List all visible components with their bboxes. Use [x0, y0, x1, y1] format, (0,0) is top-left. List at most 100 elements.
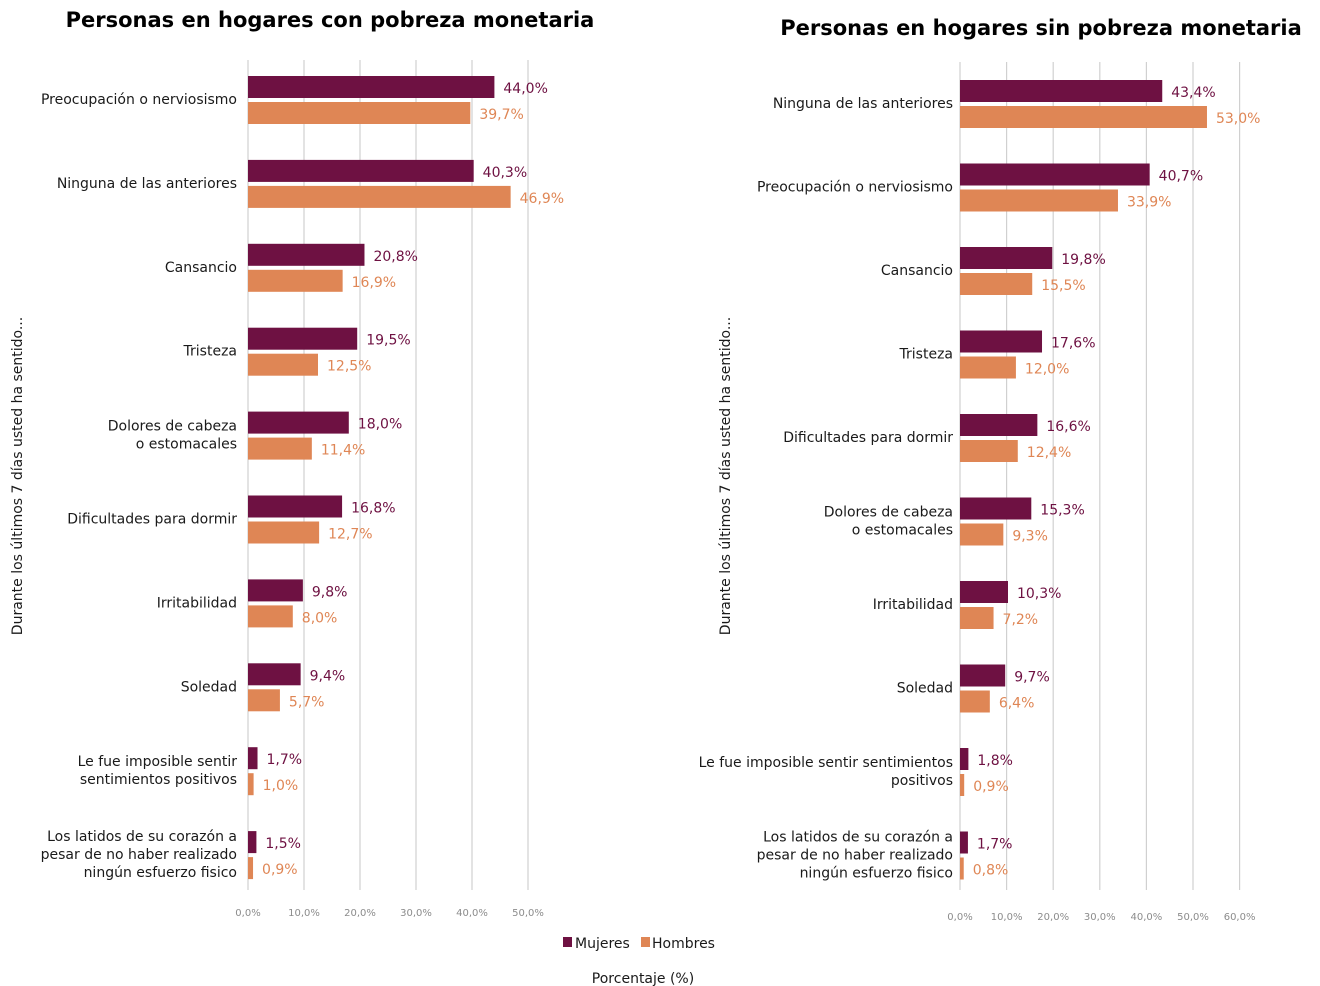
- data-label-mujeres: 17,6%: [1051, 336, 1095, 352]
- bar-mujeres: [960, 497, 1032, 520]
- bar-mujeres: [960, 80, 1163, 102]
- bar-mujeres: [960, 831, 968, 854]
- y-axis-label: Durante los últimos 7 días usted ha sent…: [718, 317, 734, 635]
- x-tick-label: 0,0%: [947, 912, 972, 923]
- data-label-mujeres: 18,0%: [358, 417, 402, 433]
- category-label: o estomacales: [136, 437, 237, 453]
- bar-mujeres: [248, 579, 303, 602]
- data-label-hombres: 12,5%: [327, 359, 371, 375]
- data-label-mujeres: 1,8%: [977, 753, 1013, 769]
- category-label: Irritabilidad: [873, 597, 953, 613]
- category-label: Dolores de cabeza: [108, 419, 237, 435]
- category-label: Preocupación o nerviosismo: [41, 92, 237, 108]
- category-label: Le fue imposible sentir: [78, 754, 238, 770]
- bar-hombres: [248, 269, 343, 292]
- bar-mujeres: [248, 747, 258, 770]
- data-label-mujeres: 9,4%: [310, 668, 346, 684]
- bar-hombres: [248, 605, 293, 628]
- x-tick-label: 50,0%: [512, 908, 544, 919]
- category-label: Dolores de cabeza: [824, 505, 953, 521]
- data-label-mujeres: 40,3%: [483, 165, 527, 181]
- data-label-hombres: 5,7%: [289, 694, 325, 710]
- bar-hombres: [248, 521, 320, 544]
- data-label-hombres: 15,5%: [1041, 278, 1085, 294]
- data-label-mujeres: 9,8%: [312, 584, 348, 600]
- bar-hombres: [960, 607, 994, 629]
- data-label-hombres: 53,0%: [1216, 111, 1260, 127]
- data-label-hombres: 0,9%: [262, 862, 298, 878]
- data-label-hombres: 6,4%: [999, 696, 1035, 712]
- data-label-hombres: 8,0%: [302, 610, 338, 626]
- x-tick-label: 20,0%: [1037, 912, 1069, 923]
- data-label-hombres: 9,3%: [1012, 529, 1048, 545]
- bar-hombres: [248, 437, 312, 460]
- category-label: Los latidos de su corazón a: [47, 829, 237, 845]
- x-tick-label: 40,0%: [1131, 912, 1163, 923]
- data-label-mujeres: 19,8%: [1061, 252, 1105, 268]
- bar-mujeres: [960, 581, 1008, 603]
- legend-label-mujeres: Mujeres: [575, 936, 630, 952]
- bar-hombres: [960, 523, 1004, 546]
- category-label: Preocupación o nerviosismo: [757, 180, 953, 196]
- bar-mujeres: [960, 247, 1053, 269]
- data-label-hombres: 16,9%: [352, 275, 396, 291]
- data-label-mujeres: 43,4%: [1171, 85, 1215, 101]
- data-label-mujeres: 15,3%: [1040, 503, 1084, 519]
- data-label-hombres: 12,7%: [328, 527, 372, 543]
- data-label-hombres: 33,9%: [1127, 195, 1171, 211]
- bar-mujeres: [960, 414, 1038, 436]
- category-label: Cansancio: [881, 263, 953, 279]
- bar-hombres: [248, 857, 254, 880]
- data-label-hombres: 0,9%: [973, 779, 1009, 795]
- category-label: o estomacales: [852, 523, 953, 539]
- x-tick-label: 30,0%: [400, 908, 432, 919]
- bar-mujeres: [960, 748, 969, 770]
- category-label: Dificultades para dormir: [783, 430, 953, 446]
- bar-mujeres: [960, 163, 1150, 186]
- bar-mujeres: [248, 663, 301, 686]
- bar-hombres: [248, 102, 471, 124]
- data-label-hombres: 0,8%: [973, 863, 1009, 879]
- category-label: Tristeza: [183, 344, 237, 360]
- bar-mujeres: [248, 243, 365, 266]
- data-label-mujeres: 19,5%: [366, 333, 410, 349]
- data-label-mujeres: 16,8%: [351, 501, 395, 517]
- bar-hombres: [248, 353, 318, 376]
- category-label: Ninguna de las anteriores: [57, 176, 237, 192]
- x-tick-label: 10,0%: [991, 912, 1023, 923]
- bar-mujeres: [248, 831, 257, 854]
- chart-con-pobreza: Personas en hogares con pobreza monetari…: [10, 8, 594, 919]
- bar-hombres: [248, 689, 280, 712]
- bar-mujeres: [960, 664, 1006, 687]
- data-label-mujeres: 44,0%: [503, 81, 547, 97]
- data-label-mujeres: 40,7%: [1159, 169, 1203, 185]
- category-label: Dificultades para dormir: [67, 512, 237, 528]
- chart-title: Personas en hogares sin pobreza monetari…: [780, 16, 1302, 40]
- legend-label-hombres: Hombres: [652, 936, 715, 952]
- x-tick-label: 50,0%: [1177, 912, 1209, 923]
- data-label-mujeres: 1,5%: [265, 836, 301, 852]
- bar-hombres: [960, 356, 1016, 379]
- legend-swatch-hombres: [641, 937, 650, 947]
- data-label-mujeres: 10,3%: [1017, 586, 1061, 602]
- data-label-mujeres: 16,6%: [1046, 419, 1090, 435]
- bar-hombres: [960, 690, 990, 713]
- category-label: Los latidos de su corazón a: [763, 830, 953, 846]
- bar-hombres: [960, 857, 964, 880]
- bar-hombres: [960, 189, 1118, 212]
- category-label: pesar de no haber realizado: [41, 847, 237, 863]
- category-label: ningún esfuerzo fisico: [84, 865, 237, 881]
- category-label: ningún esfuerzo fisico: [800, 866, 953, 882]
- category-label: sentimientos positivos: [80, 772, 237, 788]
- data-label-hombres: 7,2%: [1003, 612, 1039, 628]
- bar-hombres: [248, 185, 511, 208]
- category-label: Le fue imposible sentir sentimientos: [699, 755, 953, 771]
- bar-mujeres: [248, 327, 358, 350]
- bar-mujeres: [248, 159, 474, 182]
- category-label: Irritabilidad: [157, 595, 237, 611]
- category-label: Tristeza: [899, 347, 953, 363]
- data-label-hombres: 12,4%: [1027, 445, 1071, 461]
- data-label-hombres: 11,4%: [321, 443, 365, 459]
- x-tick-label: 20,0%: [344, 908, 376, 919]
